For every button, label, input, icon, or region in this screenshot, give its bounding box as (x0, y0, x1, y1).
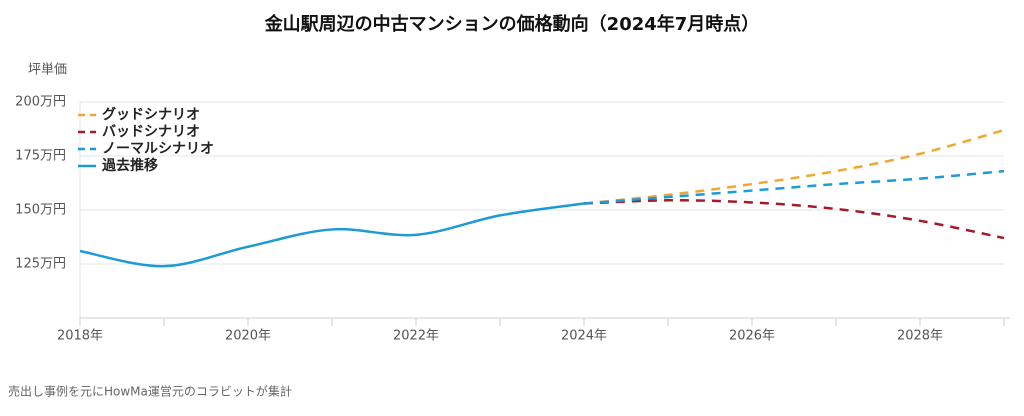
legend-label: ノーマルシナリオ (102, 141, 214, 157)
series-line (583, 199, 1005, 240)
x-tick-label: 2026年 (729, 329, 775, 344)
y-tick-label: 125万円 (15, 257, 66, 272)
y-axis-label: 坪単価 (28, 62, 67, 78)
y-tick-label: 150万円 (15, 203, 66, 218)
legend-label: 過去推移 (101, 157, 158, 174)
legend-label: グッドシナリオ (102, 106, 200, 123)
series-line (583, 169, 1005, 205)
x-tick-label: 2018年 (57, 329, 103, 344)
x-tick-label: 2024年 (561, 329, 607, 344)
x-tick-label: 2020年 (225, 329, 271, 344)
y-tick-label: 175万円 (15, 149, 66, 164)
x-tick-label: 2028年 (897, 329, 943, 344)
series-line (79, 202, 585, 268)
legend-label: バッドシナリオ (102, 124, 200, 140)
series-line (583, 128, 1005, 205)
footnote: 売出し事例を元にHowMa運営元のコラビットが集計 (8, 384, 292, 399)
x-tick-label: 2022年 (393, 329, 439, 344)
y-tick-label: 200万円 (15, 95, 66, 110)
chart-title: 金山駅周辺の中古マンションの価格動向（2024年7月時点） (264, 13, 760, 35)
